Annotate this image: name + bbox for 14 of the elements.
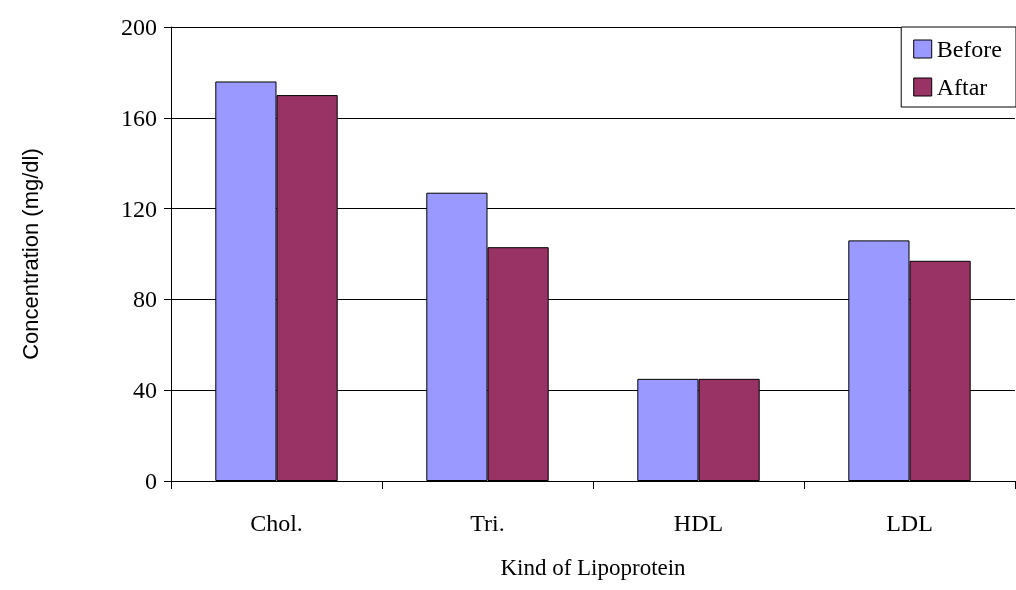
x-tick-label: Tri. — [470, 510, 505, 536]
x-tick-label: HDL — [673, 510, 724, 536]
x-axis-title: Kind of Lipoprotein — [500, 555, 687, 580]
x-tick-label: LDL — [886, 510, 933, 536]
legend-label: Aftar — [936, 74, 988, 100]
y-tick-label: 120 — [121, 195, 157, 222]
y-tick-label: 40 — [133, 377, 157, 404]
y-axis-title: Concentration (mg/dl) — [17, 148, 43, 360]
y-tick-label: 0 — [145, 468, 157, 494]
x-tick-label: Chol. — [250, 510, 303, 536]
y-tick-label: 160 — [121, 104, 157, 131]
y-tick-label: 80 — [133, 286, 157, 313]
legend-label: Before — [936, 36, 1002, 62]
y-tick-label: 200 — [121, 14, 157, 40]
